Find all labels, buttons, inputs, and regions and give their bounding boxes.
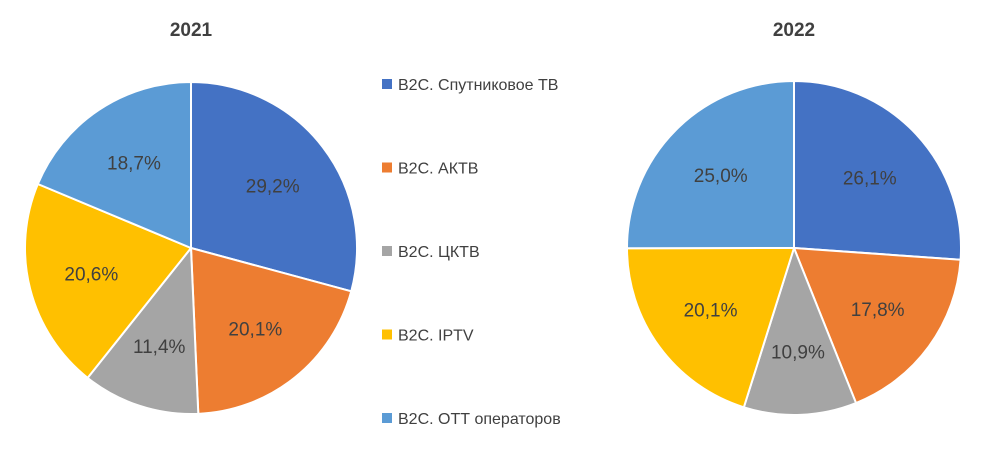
slice-label-2022-1: 26,1%: [843, 168, 897, 189]
legend-label: B2C. Спутниковое ТВ: [398, 77, 558, 94]
legend-item-5: B2C. ОТТ операторов: [382, 411, 561, 428]
pie-chart-2021: 2021 29,2% 20,1% 11,4% 20,6% 18,7%: [24, 20, 358, 415]
legend-item-1: B2C. Спутниковое ТВ: [382, 77, 558, 94]
legend-label: B2C. IPTV: [398, 328, 474, 345]
pie-slice-2021-1: [190, 80, 358, 293]
pie-chart-2022: 2022 26,1% 17,8% 10,9% 20,1% 25,0%: [625, 20, 962, 416]
pie-slice-2021-3: [86, 245, 200, 415]
legend-swatch: [382, 79, 392, 89]
chart-title-2021: 2021: [170, 20, 213, 41]
legend-swatch: [382, 413, 392, 423]
slice-label-2022-5: 25,0%: [694, 166, 748, 187]
pie-slice-2022-1: [793, 79, 962, 261]
legend-label: B2C. АКТВ: [398, 161, 478, 178]
legend-swatch: [382, 329, 392, 340]
slice-label-2022-4: 20,1%: [684, 300, 738, 321]
slice-label-2021-5: 18,7%: [107, 153, 161, 174]
pie-2021-labels: 29,2% 20,1% 11,4% 20,6% 18,7%: [64, 153, 299, 358]
chart-title-2022: 2022: [773, 20, 815, 41]
slice-label-2021-3: 11,4%: [133, 337, 186, 358]
legend-label: B2C. ЦКТВ: [398, 244, 480, 261]
pie-2022-slices: [625, 79, 962, 416]
pie-slice-2022-4: [625, 246, 796, 409]
slice-label-2022-3: 10,9%: [771, 342, 825, 363]
pie-slice-2021-5: [36, 80, 192, 250]
pie-2022-labels: 26,1% 17,8% 10,9% 20,1% 25,0%: [684, 166, 905, 364]
legend-item-4: B2C. IPTV: [382, 328, 474, 345]
legend-swatch: [382, 162, 392, 173]
slice-label-2021-2: 20,1%: [228, 319, 282, 340]
legend: B2C. Спутниковое ТВ B2C. АКТВ B2C. ЦКТВ B2C…: [382, 77, 561, 428]
legend-item-2: B2C. АКТВ: [382, 161, 478, 178]
pie-slice-2022-5: [625, 79, 795, 250]
pie-slice-2021-4: [24, 182, 193, 380]
slice-label-2021-1: 29,2%: [246, 176, 300, 197]
pie-slice-2021-2: [189, 246, 353, 415]
legend-swatch: [382, 246, 392, 256]
slice-label-2022-2: 17,8%: [851, 300, 905, 321]
slice-label-2021-4: 20,6%: [64, 265, 118, 286]
legend-label: B2C. ОТТ операторов: [398, 411, 561, 428]
pie-slice-2022-3: [742, 245, 858, 416]
legend-item-3: B2C. ЦКТВ: [382, 244, 480, 261]
pie-slice-2022-2: [792, 246, 962, 405]
pie-2021-slices: [24, 80, 358, 415]
